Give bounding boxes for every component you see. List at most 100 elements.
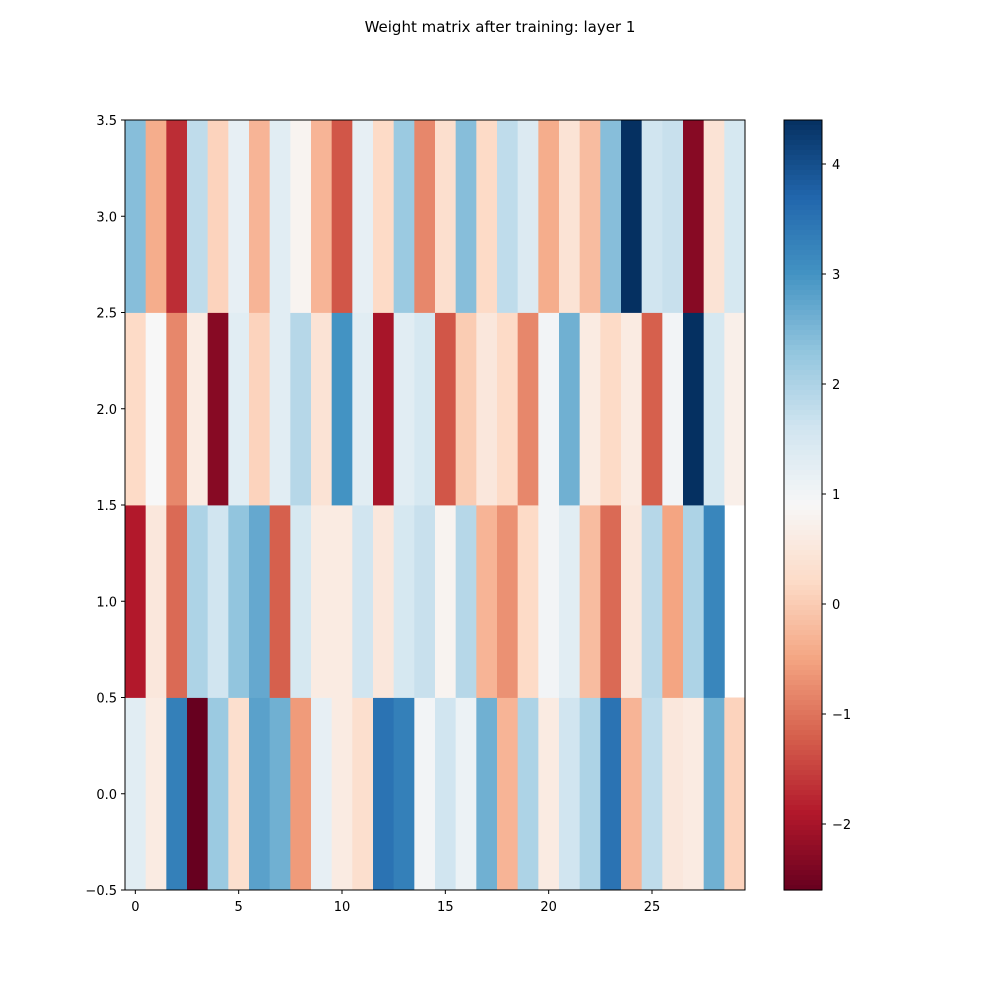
- heatmap-cell: [497, 120, 519, 313]
- heatmap-cell: [455, 120, 477, 313]
- colorbar-segment: [784, 680, 822, 686]
- heatmap-cell: [249, 697, 271, 891]
- x-tick-label: 15: [437, 900, 454, 915]
- heatmap-cell: [207, 312, 229, 506]
- heatmap-cell: [683, 312, 705, 506]
- colorbar-segment: [784, 120, 822, 126]
- y-tick-label: 3.5: [96, 114, 117, 129]
- plot-frame: [124, 119, 746, 891]
- chart-title: Weight matrix after training: layer 1: [365, 18, 636, 36]
- heatmap-cell: [373, 505, 395, 698]
- colorbar-segment: [784, 300, 822, 306]
- heatmap-cell: [662, 697, 684, 891]
- colorbar-segment: [784, 840, 822, 846]
- heatmap-cell: [269, 120, 291, 313]
- heatmap-cell: [559, 505, 581, 698]
- colorbar-segment: [784, 495, 822, 501]
- colorbar-segment: [784, 330, 822, 336]
- heatmap-cell: [373, 697, 395, 891]
- colorbar-segment: [784, 405, 822, 411]
- heatmap-cell: [373, 312, 395, 506]
- colorbar-segment: [784, 155, 822, 161]
- colorbar-segment: [784, 445, 822, 451]
- heatmap-cell: [621, 120, 643, 313]
- colorbar-segment: [784, 630, 822, 636]
- heatmap-cell: [559, 120, 581, 313]
- heatmap-cell: [125, 312, 147, 506]
- heatmap-cell: [703, 505, 725, 698]
- colorbar-segment: [784, 170, 822, 176]
- colorbar-segment: [784, 195, 822, 201]
- heatmap-cell: [166, 697, 188, 891]
- heatmap-cell: [352, 120, 374, 313]
- heatmap-cell: [538, 505, 560, 698]
- colorbar-segment: [784, 465, 822, 471]
- colorbar-segment: [784, 865, 822, 871]
- colorbar-segment: [784, 320, 822, 326]
- heatmap-cell: [207, 505, 229, 698]
- heatmap-cell: [414, 505, 436, 698]
- heatmap-cell: [290, 505, 312, 698]
- colorbar-segment: [784, 740, 822, 746]
- colorbar-segment: [784, 250, 822, 256]
- colorbar-segment: [784, 210, 822, 216]
- colorbar-segment: [784, 390, 822, 396]
- colorbar-segment: [784, 385, 822, 391]
- colorbar-segment: [784, 845, 822, 851]
- colorbar-segment: [784, 540, 822, 546]
- colorbar-segment: [784, 480, 822, 486]
- heatmap-cell: [145, 312, 167, 506]
- colorbar-segment: [784, 885, 822, 891]
- heatmap-cell: [414, 312, 436, 506]
- heatmap-cell: [662, 505, 684, 698]
- y-tick-label: 0.5: [96, 692, 117, 707]
- colorbar-tick-label: −2: [832, 818, 851, 833]
- colorbar-segment: [784, 165, 822, 171]
- colorbar-segment: [784, 700, 822, 706]
- heatmap-cell: [455, 697, 477, 891]
- colorbar-segment: [784, 725, 822, 731]
- colorbar-segment: [784, 805, 822, 811]
- colorbar-segment: [784, 345, 822, 351]
- heatmap-cell: [373, 120, 395, 313]
- colorbar-axis: 4 3 2 1 0 −1 −2: [822, 158, 851, 833]
- heatmap-cell: [435, 120, 457, 313]
- heatmap-cell: [517, 697, 539, 891]
- colorbar-segment: [784, 560, 822, 566]
- heatmap-cell: [331, 697, 353, 891]
- colorbar-segment: [784, 855, 822, 861]
- heatmap-cell: [600, 312, 622, 506]
- colorbar-segment: [784, 785, 822, 791]
- colorbar-segment: [784, 215, 822, 221]
- y-tick-label: 1.5: [96, 499, 117, 514]
- y-tick-label: −0.5: [85, 884, 117, 899]
- colorbar-segment: [784, 795, 822, 801]
- colorbar-tick-label: −1: [832, 708, 851, 723]
- colorbar-segment: [784, 415, 822, 421]
- colorbar-segment: [784, 455, 822, 461]
- colorbar-tick-label: 3: [832, 268, 840, 283]
- heatmap-cell: [352, 312, 374, 506]
- heatmap-cell: [331, 312, 353, 506]
- colorbar-segment: [784, 335, 822, 341]
- y-tick-label: 2.5: [96, 307, 117, 322]
- colorbar-segment: [784, 835, 822, 841]
- heatmap-cell: [455, 505, 477, 698]
- heatmap-cell: [641, 120, 663, 313]
- colorbar-segment: [784, 225, 822, 231]
- heatmap-cell: [497, 697, 519, 891]
- colorbar-segment: [784, 870, 822, 876]
- x-tick-label: 25: [644, 900, 661, 915]
- y-tick-label: 2.0: [96, 403, 117, 418]
- colorbar-segment: [784, 730, 822, 736]
- colorbar-segment: [784, 605, 822, 611]
- colorbar-segment: [784, 595, 822, 601]
- colorbar-segment: [784, 830, 822, 836]
- colorbar-segment: [784, 815, 822, 821]
- colorbar-segment: [784, 125, 822, 131]
- colorbar-tick-label: 1: [832, 488, 840, 503]
- heatmap-cell: [538, 312, 560, 506]
- heatmap-cell: [662, 312, 684, 506]
- heatmap-cell: [228, 697, 250, 891]
- colorbar-segment: [784, 625, 822, 631]
